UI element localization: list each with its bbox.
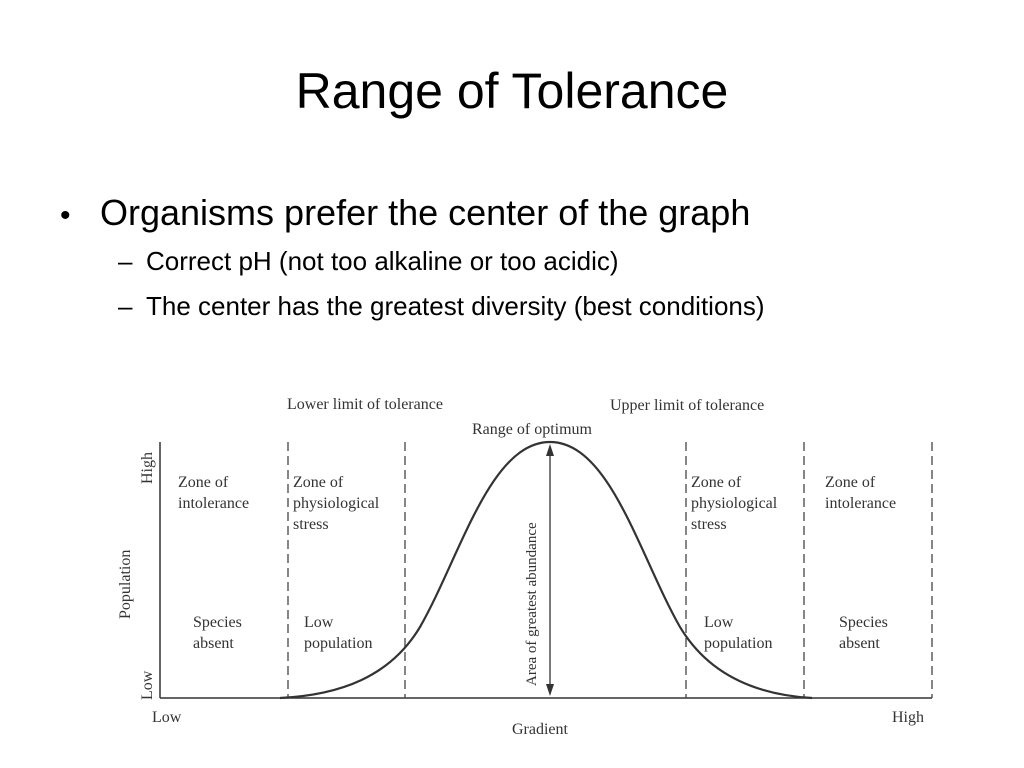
x-high-label: High	[892, 709, 924, 726]
y-low-label: Low	[139, 670, 156, 700]
y-axis-label: Population	[117, 550, 134, 619]
x-low-label: Low	[152, 709, 182, 726]
y-high-label: High	[139, 452, 156, 484]
bullet-dot-icon: •	[60, 199, 71, 232]
sub-bullet-text: The center has the greatest diversity (b…	[146, 291, 765, 321]
lower-limit-label: Lower limit of tolerance	[287, 396, 443, 413]
dash-icon: –	[118, 246, 133, 276]
zone-right-stress: Zone of physiological stress	[691, 474, 781, 533]
tolerance-diagram: Lower limit of tolerance Upper limit of …	[117, 396, 933, 738]
sub-bullet-text: Correct pH (not too alkaline or too acid…	[146, 246, 619, 276]
optimum-label: Range of optimum	[472, 421, 593, 438]
slide-title: Range of Tolerance	[295, 63, 729, 119]
x-axis-label: Gradient	[512, 721, 569, 738]
upper-limit-label: Upper limit of tolerance	[610, 397, 764, 414]
arrow-head-bottom-icon	[546, 684, 554, 696]
arrow-head-top-icon	[546, 444, 554, 456]
center-abundance-label: Area of greatest abundance	[524, 522, 540, 686]
zone-right-intolerance: Zone of intolerance	[825, 474, 896, 512]
right-species-absent: Species absent	[839, 614, 892, 652]
dash-icon: –	[118, 291, 133, 321]
sub-bullet-item: – Correct pH (not too alkaline or too ac…	[118, 246, 1000, 277]
zone-left-stress: Zone of physiological stress	[293, 474, 383, 533]
bullet-list: • Organisms prefer the center of the gra…	[60, 192, 1000, 336]
bullet-text: Organisms prefer the center of the graph	[100, 192, 751, 233]
left-species-absent: Species absent	[193, 614, 246, 652]
right-low-population: Low population	[704, 614, 772, 652]
zone-left-intolerance: Zone of intolerance	[178, 474, 249, 512]
tolerance-curve	[279, 440, 813, 700]
left-low-population: Low population	[304, 614, 372, 652]
bullet-item: • Organisms prefer the center of the gra…	[60, 192, 1000, 234]
sub-bullet-item: – The center has the greatest diversity …	[118, 291, 1000, 322]
sub-bullet-list: – Correct pH (not too alkaline or too ac…	[118, 246, 1000, 322]
